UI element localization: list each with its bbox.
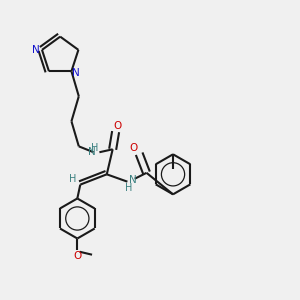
Text: H: H <box>125 183 133 193</box>
Text: O: O <box>130 143 138 153</box>
Text: N: N <box>129 175 136 185</box>
Text: H: H <box>91 143 99 153</box>
Text: O: O <box>73 251 82 261</box>
Text: N: N <box>88 147 95 157</box>
Text: H: H <box>69 174 76 184</box>
Text: N: N <box>32 45 39 55</box>
Text: N: N <box>72 68 80 78</box>
Text: O: O <box>113 121 121 131</box>
